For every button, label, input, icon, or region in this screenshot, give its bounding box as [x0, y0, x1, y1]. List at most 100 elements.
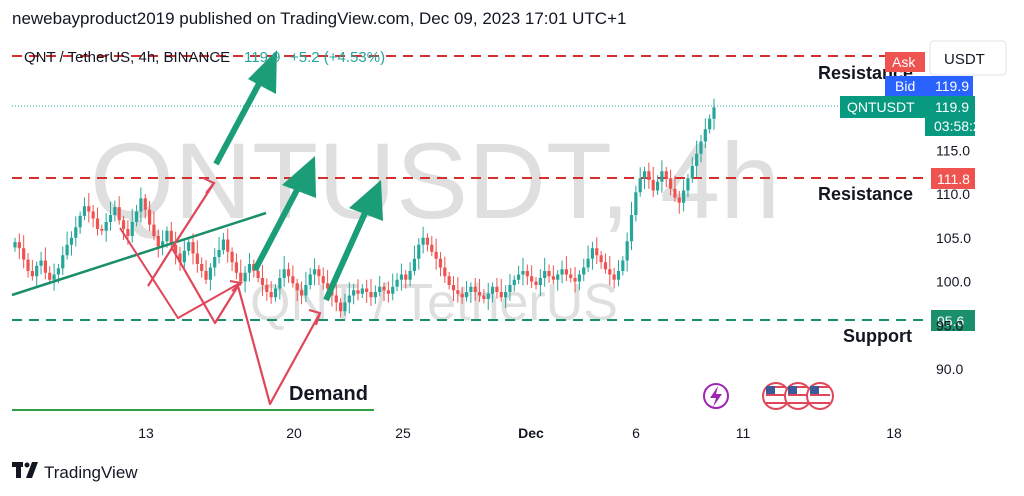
candle-body: [113, 207, 117, 215]
up-arrow-3[interactable]: [323, 180, 383, 302]
zigzag-path[interactable]: [147, 181, 321, 406]
ask-badge: [885, 52, 925, 72]
candle-body: [391, 286, 395, 294]
candle-body: [347, 295, 351, 303]
x-tick-label: 6: [632, 425, 640, 441]
candle-body: [486, 293, 490, 299]
candle-body: [100, 229, 104, 231]
price-chart[interactable]: QNTUSDT, 4h QNT / TetherUS Resistance Re…: [0, 38, 1024, 450]
candle-body: [91, 211, 95, 219]
candle-body: [629, 215, 634, 242]
zigzag-arrowhead-1: [202, 177, 216, 194]
candle-body: [61, 255, 65, 269]
candle-body: [668, 178, 673, 189]
countdown-value: 03:58:24: [934, 118, 989, 134]
y-tick-label: 105.0: [936, 230, 971, 246]
candle-body: [447, 276, 451, 285]
us-flag-icon[interactable]: [762, 382, 790, 410]
candle-body: [230, 251, 234, 263]
candle-body: [278, 278, 282, 289]
candle-body: [208, 267, 212, 280]
us-flag-icon[interactable]: [806, 382, 834, 410]
candle-body: [30, 271, 34, 277]
candle-body: [560, 269, 564, 275]
candle-body: [521, 271, 525, 275]
candle-body: [577, 274, 582, 282]
zigzag-branch[interactable]: [119, 227, 241, 320]
candle-body: [603, 262, 608, 270]
candle-body: [399, 274, 404, 280]
candle-body: [517, 274, 521, 280]
candle-body: [17, 242, 21, 249]
candle-body: [404, 274, 408, 280]
candle-body: [317, 269, 321, 277]
candle-body: [647, 171, 651, 180]
candle-body: [382, 286, 386, 291]
candle-body: [412, 258, 417, 271]
candle-body: [530, 276, 534, 282]
candle-body: [525, 271, 529, 277]
candles-group: [13, 98, 716, 318]
candle-body: [642, 171, 647, 179]
brand-name: TradingView: [44, 462, 138, 482]
y-axis: 90.0 95.0 100.0 105.0 110.0 115.0: [936, 142, 971, 377]
candle-body: [499, 292, 503, 298]
tradingview-brand[interactable]: TradingView: [12, 462, 138, 483]
candle-body: [495, 286, 499, 292]
candle-body: [234, 262, 239, 273]
zigzag-arrowhead-2: [308, 309, 322, 326]
lightning-icon[interactable]: [703, 383, 729, 409]
candle-body: [139, 198, 143, 212]
flags-group: [762, 382, 834, 410]
candle-body: [708, 118, 712, 130]
candle-body: [134, 211, 139, 222]
candle-body: [343, 302, 347, 312]
candle-body: [56, 268, 61, 275]
legend-last: 119.9: [244, 49, 280, 66]
candle-body: [78, 215, 82, 228]
candle-body: [195, 253, 199, 264]
candle-body: [573, 278, 577, 282]
candle-body: [174, 244, 178, 254]
candle-body: [408, 271, 412, 280]
candle-body: [260, 278, 265, 285]
demand-label: Demand: [289, 383, 368, 405]
candle-body: [221, 239, 225, 250]
candle-body: [464, 292, 469, 298]
candle-body: [104, 222, 108, 231]
currency-label: USDT: [944, 51, 985, 68]
candle-body: [599, 255, 603, 263]
currency-box[interactable]: [929, 40, 1007, 76]
candle-body: [82, 206, 87, 216]
candle-body: [456, 290, 460, 294]
x-tick-label: 25: [395, 425, 411, 441]
candle-body: [304, 285, 308, 296]
candle-body: [365, 288, 369, 292]
candle-body: [356, 290, 360, 294]
candle-body: [564, 269, 568, 275]
candle-body: [703, 129, 707, 142]
candle-body: [48, 272, 52, 280]
candle-body: [686, 178, 690, 191]
candle-body: [217, 250, 221, 257]
candle-body: [473, 286, 477, 292]
candle-body: [469, 286, 473, 292]
bid-value: 119.9: [935, 78, 969, 94]
candle-body: [273, 288, 278, 298]
candle-body: [130, 222, 134, 236]
candle-body: [243, 272, 247, 282]
candle-body: [699, 141, 703, 154]
candle-body: [286, 269, 291, 277]
candle-body: [682, 190, 686, 203]
candle-body: [438, 258, 443, 268]
candle-body: [226, 239, 230, 252]
candle-body: [417, 244, 421, 259]
candle-body: [695, 153, 699, 166]
x-tick-label: 18: [886, 425, 902, 441]
trendline[interactable]: [11, 211, 267, 297]
up-arrow-2[interactable]: [252, 156, 316, 272]
candle-body: [386, 290, 390, 294]
candle-body: [152, 224, 156, 236]
candle-body: [35, 265, 39, 277]
up-arrow-1[interactable]: [213, 50, 277, 166]
